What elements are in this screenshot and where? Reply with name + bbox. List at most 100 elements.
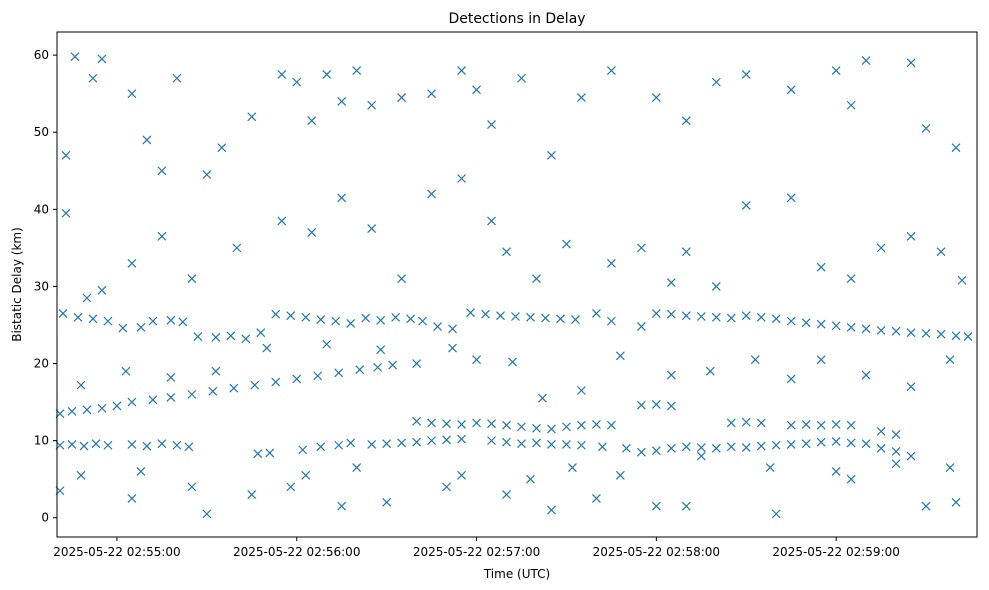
detection-point: [951, 497, 961, 507]
detection-point: [606, 258, 616, 268]
detection-point: [921, 501, 931, 511]
detection-point: [906, 231, 916, 241]
detection-point: [427, 89, 437, 99]
detection-point: [418, 316, 428, 326]
detection-point: [457, 470, 466, 480]
detection-point: [307, 116, 317, 126]
detection-point: [831, 66, 841, 75]
detection-point: [615, 470, 625, 480]
detection-point: [921, 123, 931, 133]
detection-point: [103, 316, 113, 326]
data-markers: [55, 52, 973, 519]
detection-point: [526, 312, 535, 322]
detection-point: [876, 426, 886, 436]
x-tick-label: 2025-05-22 02:58:00: [593, 545, 720, 559]
detection-point: [229, 383, 239, 393]
x-axis-label: Time (UTC): [483, 567, 550, 581]
detection-point: [457, 434, 466, 444]
detection-point: [73, 312, 83, 322]
detection-point: [921, 329, 931, 338]
detection-point: [711, 443, 721, 453]
y-axis-label: Bistatic Delay (km): [10, 227, 24, 342]
detection-point: [334, 368, 344, 378]
detection-point: [666, 278, 676, 287]
detection-point: [816, 355, 826, 365]
detection-point: [202, 170, 212, 180]
detection-point: [412, 416, 422, 426]
detection-point: [741, 311, 751, 321]
y-tick-label: 0: [41, 511, 49, 525]
detection-point: [352, 66, 362, 75]
detection-point: [301, 312, 311, 322]
detection-point: [771, 440, 781, 450]
detection-point: [562, 239, 571, 249]
detection-point: [741, 443, 751, 452]
detection-point: [508, 357, 517, 367]
detection-point: [756, 418, 766, 428]
detection-point: [118, 323, 128, 333]
detection-point: [651, 93, 661, 102]
detection-point: [127, 494, 137, 503]
detection-point: [816, 319, 826, 329]
detection-point: [591, 494, 601, 503]
y-tick-label: 20: [34, 357, 49, 371]
detection-point: [945, 355, 955, 365]
detection-point: [562, 422, 571, 432]
detection-point: [355, 365, 365, 375]
detection-point: [651, 399, 661, 409]
detection-point: [741, 69, 751, 79]
detection-point: [427, 418, 437, 428]
detection-point: [334, 440, 344, 450]
detection-point: [208, 386, 218, 396]
detection-point: [891, 326, 901, 336]
detection-point: [771, 314, 781, 324]
detection-point: [265, 448, 275, 458]
detection-point: [337, 193, 347, 203]
detection-point: [412, 437, 422, 447]
detection-point: [217, 143, 227, 153]
detection-point: [861, 370, 871, 380]
detection-point: [517, 73, 526, 83]
detection-point: [286, 482, 296, 492]
detection-point: [448, 324, 457, 334]
detection-point: [666, 370, 676, 380]
x-tick-label: 2025-05-22 02:55:00: [53, 545, 180, 559]
detection-point: [591, 308, 601, 318]
detection-point: [61, 150, 71, 160]
detection-point: [945, 463, 955, 473]
detection-point: [406, 314, 416, 324]
detection-point: [816, 262, 826, 272]
detection-point: [636, 322, 646, 331]
detection-point: [67, 406, 77, 416]
detection-point: [58, 308, 68, 318]
detection-point: [502, 490, 511, 500]
detection-point: [466, 308, 475, 318]
detection-point: [906, 58, 916, 68]
x-tick-label: 2025-05-22 02:59:00: [772, 545, 899, 559]
detection-point: [786, 193, 796, 203]
detection-point: [651, 308, 661, 318]
detection-point: [846, 438, 856, 448]
y-tick-label: 10: [34, 434, 49, 448]
detection-point: [846, 274, 856, 284]
detection-point: [831, 321, 841, 331]
detection-point: [726, 313, 736, 323]
detection-point: [651, 501, 661, 511]
detection-point: [906, 382, 916, 392]
detection-point: [136, 322, 146, 332]
detection-point: [97, 54, 107, 64]
plot-area-frame: [56, 31, 978, 538]
detection-point: [256, 328, 266, 338]
y-tick-label: 30: [34, 279, 49, 293]
detection-point: [127, 258, 137, 268]
detection-point: [142, 135, 152, 145]
detection-point: [148, 395, 158, 405]
detection-point: [906, 451, 916, 461]
detection-point: [711, 312, 721, 322]
detection-point: [487, 120, 496, 129]
detection-point: [615, 351, 625, 361]
detection-point: [187, 274, 197, 284]
detection-point: [61, 208, 71, 218]
detection-point: [367, 224, 377, 234]
detection-point: [301, 470, 311, 480]
